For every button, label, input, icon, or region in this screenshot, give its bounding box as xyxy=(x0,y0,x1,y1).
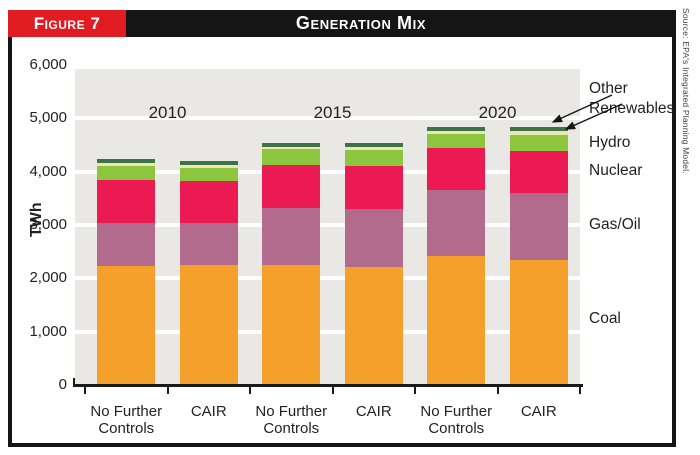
gridline-1000 xyxy=(75,329,580,334)
legend-label-nuclear: Nuclear xyxy=(589,162,643,179)
bar-segment xyxy=(344,209,403,268)
y-tick-label-5000: 5,000 xyxy=(29,109,67,127)
gridline-2000 xyxy=(75,276,580,281)
bar-segment xyxy=(427,134,486,149)
gridline-5000 xyxy=(75,116,580,121)
bar-segment xyxy=(179,167,238,182)
bar-segment xyxy=(179,265,238,385)
bar-segment xyxy=(344,165,403,210)
x-category-label: CAIR xyxy=(520,403,557,420)
bar-segment xyxy=(344,142,403,147)
bar-segment xyxy=(509,259,568,385)
bar-segment xyxy=(179,181,238,224)
bar-segment xyxy=(509,127,568,132)
legend-label-other-renewables: Other Renewables xyxy=(589,80,675,117)
plot-area xyxy=(75,65,580,385)
x-axis-tick xyxy=(579,387,581,394)
y-tick-label-4000: 4,000 xyxy=(29,162,67,180)
x-category-label: No Further Controls xyxy=(90,403,163,437)
bar-segment xyxy=(509,192,568,260)
bar-segment xyxy=(97,179,156,224)
bar-segment xyxy=(179,160,238,165)
y-tick-label-6000: 6,000 xyxy=(29,56,67,73)
x-axis-tick xyxy=(331,387,334,394)
bar-segment xyxy=(427,130,486,135)
x-axis-tick xyxy=(414,387,416,394)
legend-label-coal: Coal xyxy=(589,310,621,327)
year-label-2015: 2015 xyxy=(313,103,352,122)
figure-number-label: Figure 7 xyxy=(8,10,126,37)
bar-segment xyxy=(509,135,568,152)
bar-3 xyxy=(262,65,321,385)
bar-segment xyxy=(427,256,486,385)
figure-header: Figure 7 Generation Mix xyxy=(8,10,676,37)
bar-segment xyxy=(344,146,403,150)
source-note: Source: EPA's Integrated Planning Model. xyxy=(681,8,691,174)
x-category-label: No Further Controls xyxy=(420,403,493,437)
other-renewables-arrows-icon xyxy=(551,94,623,130)
bar-6 xyxy=(509,65,568,385)
bar-5 xyxy=(427,65,486,385)
figure-title: Generation Mix xyxy=(295,13,427,33)
bar-segment xyxy=(509,151,568,193)
bar-segment xyxy=(262,208,321,265)
bar-segment xyxy=(179,223,238,265)
bar-segment xyxy=(97,223,156,266)
x-axis-left-cap xyxy=(73,378,75,387)
bar-segment xyxy=(262,265,321,385)
year-label-2020: 2020 xyxy=(478,103,517,122)
x-category-label: CAIR xyxy=(355,403,392,420)
bar-segment xyxy=(179,164,238,168)
x-axis-tick xyxy=(249,387,251,394)
y-tick-label-1000: 1,000 xyxy=(29,322,67,340)
gridline-6000 xyxy=(75,65,580,69)
x-axis-tick xyxy=(166,387,169,394)
y-tick-label-3000: 3,000 xyxy=(29,216,67,233)
gridline-4000 xyxy=(75,169,580,174)
bar-segment xyxy=(427,148,486,190)
x-category-label: No Further Controls xyxy=(255,403,328,437)
bar-segment xyxy=(344,267,403,385)
bar-segment xyxy=(427,126,486,131)
bar-segment xyxy=(97,158,156,164)
x-category-label: CAIR xyxy=(190,403,227,420)
bar-segment xyxy=(262,164,321,209)
y-tick-label-0: 0 xyxy=(58,376,67,393)
bar-segment xyxy=(262,146,321,149)
bar-segment xyxy=(97,265,156,385)
bar-1 xyxy=(97,65,156,385)
gridline-3000 xyxy=(75,223,580,227)
bar-segment xyxy=(262,142,321,147)
legend-label-hydro: Hydro xyxy=(589,134,631,151)
y-tick-label-2000: 2,000 xyxy=(29,269,67,287)
bar-segment xyxy=(509,131,568,136)
x-axis-line xyxy=(73,384,583,387)
x-axis-tick xyxy=(84,387,86,394)
bar-segment xyxy=(427,189,486,257)
bar-segment xyxy=(262,148,321,165)
bar-2 xyxy=(179,65,238,385)
bar-segment xyxy=(97,163,156,167)
x-axis-tick xyxy=(496,387,499,394)
legend-label-gas-oil: Gas/Oil xyxy=(589,216,641,233)
year-label-2010: 2010 xyxy=(148,103,187,122)
bar-4 xyxy=(344,65,403,385)
bar-segment xyxy=(97,166,156,180)
bar-segment xyxy=(344,149,403,166)
